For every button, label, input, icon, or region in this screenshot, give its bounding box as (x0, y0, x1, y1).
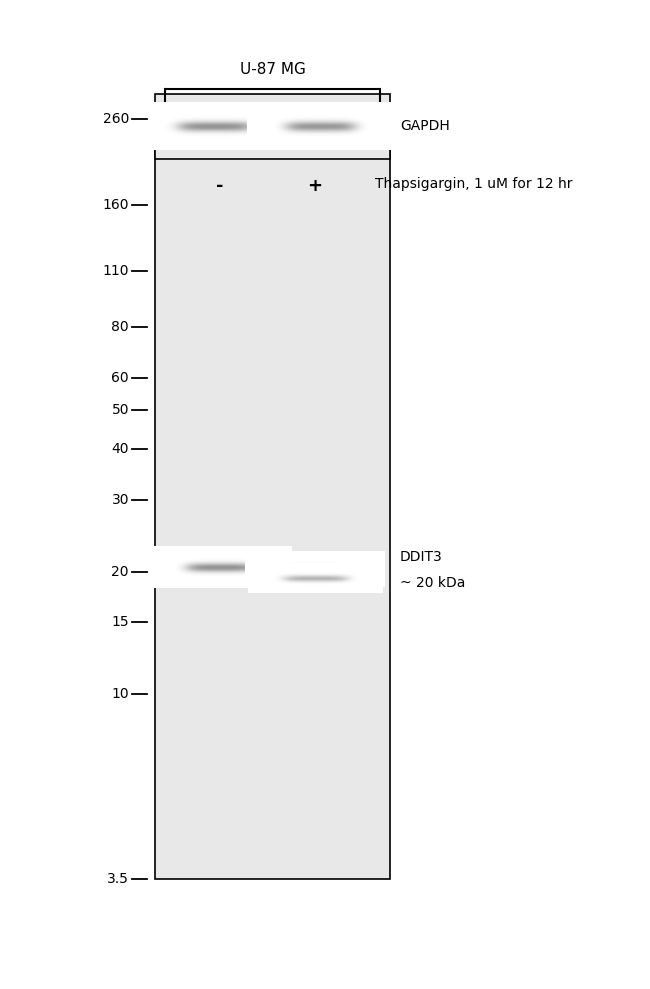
Text: 50: 50 (112, 403, 129, 416)
Text: ~ 20 kDa: ~ 20 kDa (400, 576, 465, 589)
Text: 260: 260 (103, 112, 129, 126)
Text: U-87 MG: U-87 MG (240, 62, 306, 77)
Text: 160: 160 (103, 198, 129, 212)
Bar (155, 94, 390, 159)
Text: 20: 20 (112, 565, 129, 579)
Text: GAPDH: GAPDH (400, 120, 450, 134)
Text: DDIT3: DDIT3 (400, 550, 443, 564)
Bar (155, 119, 390, 879)
Text: 80: 80 (111, 319, 129, 334)
Text: 3.5: 3.5 (107, 872, 129, 886)
Text: -: - (216, 177, 224, 195)
Text: 15: 15 (111, 615, 129, 629)
Text: 10: 10 (111, 686, 129, 701)
Text: 30: 30 (112, 493, 129, 507)
Text: 60: 60 (111, 371, 129, 385)
Text: 40: 40 (112, 442, 129, 456)
Text: +: + (307, 177, 322, 195)
Text: 110: 110 (103, 264, 129, 278)
Text: Thapsigargin, 1 uM for 12 hr: Thapsigargin, 1 uM for 12 hr (375, 177, 573, 191)
